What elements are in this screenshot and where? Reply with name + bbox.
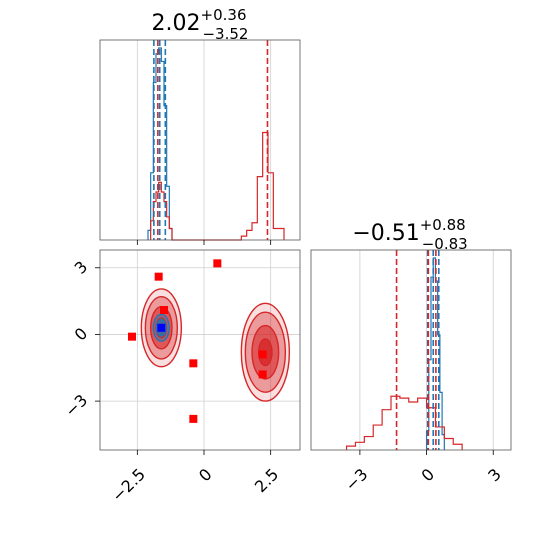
histogram-series <box>150 131 285 241</box>
marginal-title-value: 2.02 <box>152 11 201 36</box>
joint-panel: −2.5 0 2.5 −3 0 3 <box>61 249 301 506</box>
marginal-title-param-1: 2.02+0.36 −3.52 <box>152 6 249 43</box>
marginal-title-param-2: −0.51+0.88 −0.83 <box>352 216 467 253</box>
y-tick-label: −3 <box>61 391 91 421</box>
x-tick-label: 3 <box>484 465 505 486</box>
y-tick-label: 0 <box>71 324 92 345</box>
sample-marker <box>189 414 198 423</box>
x-tick-label: 2.5 <box>251 465 282 496</box>
sample-marker <box>213 259 222 268</box>
x-tick-label: −3 <box>341 465 371 495</box>
x-tick-label: 0 <box>418 465 439 486</box>
y-tick-label: 3 <box>71 257 92 278</box>
sample-marker <box>189 359 198 368</box>
sample-marker <box>154 272 163 281</box>
truth-marker <box>157 323 166 332</box>
sample-marker <box>160 306 168 314</box>
x-tick-label: −2.5 <box>108 465 149 506</box>
histogram-series <box>147 47 173 240</box>
sample-marker <box>258 370 267 379</box>
marginal-title-minus-error: −0.83 <box>422 235 468 253</box>
x-tick-label: 0 <box>195 465 216 486</box>
histogram-series <box>345 395 463 450</box>
marginal-panel-param-1: 2.02+0.36 −3.52 <box>99 6 301 245</box>
marginal-title-minus-error: −3.52 <box>202 25 248 43</box>
sample-marker <box>128 332 136 341</box>
marginal-title-value: −0.51 <box>352 221 419 246</box>
sample-marker <box>258 350 267 359</box>
marginal-panel-param-2: −0.51+0.88 −0.83 −3 0 3 <box>310 216 512 495</box>
marginal-title-plus-error: +0.88 <box>420 216 466 234</box>
marginal-title-plus-error: +0.36 <box>201 6 247 24</box>
